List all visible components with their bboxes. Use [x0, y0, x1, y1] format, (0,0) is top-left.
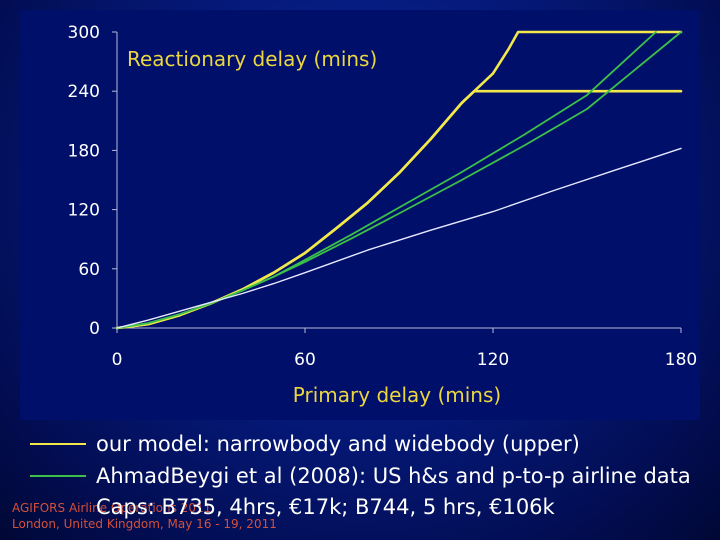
series-line-third-line [116, 147, 682, 329]
y-tick-label: 60 [78, 260, 100, 280]
caps-note: Caps: B735, 4hrs, €17k; B744, 5 hrs, €10… [96, 495, 555, 519]
y-tick-label: 0 [89, 319, 100, 339]
y-tick-label: 120 [68, 201, 100, 221]
x-tick-label: 180 [665, 350, 697, 370]
y-tick-label: 240 [68, 82, 100, 102]
footer-conference: AGIFORS Airline Operations 2011 [12, 501, 212, 515]
legend-label-reference: AhmadBeygi et al (2008): US h&s and p-to… [96, 464, 691, 488]
x-axis-label: Primary delay (mins) [293, 383, 501, 407]
legend-swatch-reference [30, 475, 86, 477]
axis-labels: 0 60 120 180 0 60 120 180 240 300 Reactionary dela… [68, 23, 698, 407]
chart-panel [20, 10, 700, 420]
series-layer [115, 30, 683, 330]
legend-swatch-model [30, 443, 86, 445]
x-tick-label: 0 [112, 350, 123, 370]
footer-location: London, United Kingdom, May 16 - 19, 201… [12, 517, 277, 531]
y-tick-label: 180 [68, 141, 100, 161]
legend-label-model: our model: narrowbody and widebody (uppe… [96, 432, 580, 456]
chart-title: Reactionary delay (mins) [127, 47, 377, 71]
legend-item-model: our model: narrowbody and widebody (uppe… [30, 431, 580, 457]
legend-item-reference: AhmadBeygi et al (2008): US h&s and p-to… [30, 463, 691, 489]
x-tick-label: 120 [477, 350, 509, 370]
series-line-reference-lower [116, 31, 682, 329]
x-tick-label: 60 [294, 350, 316, 370]
y-tick-label: 300 [68, 23, 100, 43]
